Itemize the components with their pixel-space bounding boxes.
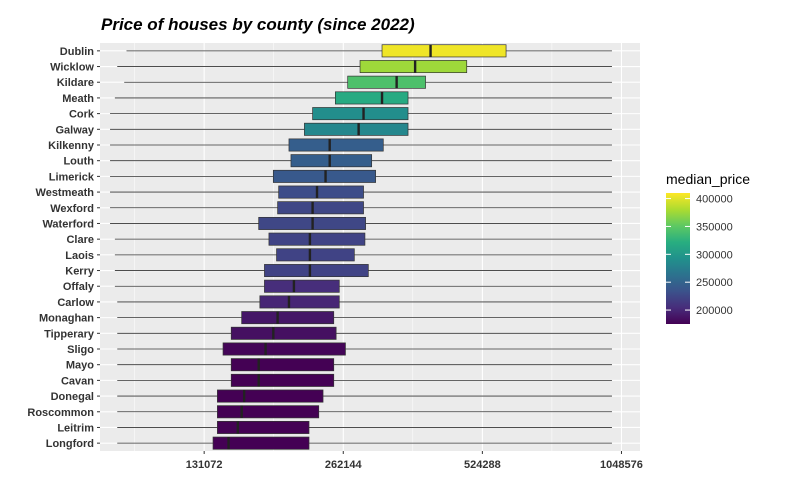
iqr-box: [278, 185, 364, 199]
y-tick-label: Wexford: [50, 203, 94, 215]
iqr-box: [217, 405, 320, 419]
iqr-box: [334, 91, 409, 105]
y-tick-label: Offaly: [63, 281, 95, 293]
iqr-box: [277, 201, 364, 215]
legend-tick-label: 350000: [696, 221, 733, 233]
iqr-box: [312, 107, 409, 121]
box-galway: [110, 122, 612, 136]
box-meath: [114, 91, 612, 105]
y-tick-label: Wicklow: [50, 62, 94, 74]
box-kerry: [114, 264, 612, 278]
y-tick-label: Clare: [66, 234, 94, 246]
iqr-box: [222, 342, 346, 356]
box-layer: [110, 44, 612, 450]
y-tick-label: Mayo: [66, 360, 94, 372]
iqr-box: [230, 373, 335, 387]
iqr-box: [290, 154, 373, 168]
iqr-box: [304, 122, 409, 136]
box-wicklow: [117, 60, 612, 74]
y-axis: Dublin Wicklow Kildare Meath Cork Galway Kilke…: [27, 46, 100, 450]
chart-title: Price of houses by county (since 2022): [101, 15, 415, 34]
box-tipperary: [117, 326, 612, 340]
iqr-box: [212, 436, 310, 450]
box-dublin: [126, 44, 612, 58]
y-tick-label: Longford: [46, 438, 94, 450]
y-tick-label: Kildare: [57, 77, 94, 89]
x-axis: 131072 262144 524288 1048576: [186, 451, 643, 471]
box-westmeath: [110, 185, 612, 199]
y-tick-label: Meath: [62, 93, 94, 105]
box-waterford: [110, 216, 612, 230]
box-donegal: [117, 389, 612, 403]
y-tick-label: Carlow: [57, 297, 94, 309]
box-monaghan: [117, 311, 612, 325]
iqr-box: [264, 264, 369, 278]
iqr-box: [264, 279, 340, 293]
x-tick-label: 262144: [325, 459, 363, 471]
box-offaly: [114, 279, 612, 293]
box-leitrim: [117, 420, 612, 434]
box-cavan: [117, 373, 612, 387]
y-tick-label: Kilkenny: [48, 140, 95, 152]
legend-tick-label: 200000: [696, 305, 733, 317]
y-tick-label: Tipperary: [44, 328, 95, 340]
box-wexford: [110, 201, 612, 215]
y-tick-label: Kerry: [65, 266, 95, 278]
legend-tick-label: 400000: [696, 194, 733, 206]
legend-tick-label: 300000: [696, 249, 733, 261]
y-tick-label: Laois: [65, 250, 94, 262]
y-tick-label: Monaghan: [39, 313, 94, 325]
x-tick-label: 524288: [464, 459, 501, 471]
iqr-box: [217, 420, 310, 434]
box-longford: [117, 436, 612, 450]
x-tick-label: 1048576: [600, 459, 643, 471]
box-roscommon: [117, 405, 612, 419]
box-sligo: [117, 342, 612, 356]
iqr-box: [230, 326, 337, 340]
box-carlow: [117, 295, 612, 309]
iqr-box: [288, 138, 384, 152]
y-tick-label: Cavan: [61, 375, 94, 387]
y-tick-label: Louth: [63, 156, 94, 168]
box-clare: [114, 232, 612, 246]
box-kilkenny: [110, 138, 612, 152]
iqr-box: [276, 248, 355, 262]
y-tick-label: Roscommon: [27, 407, 94, 419]
y-tick-label: Donegal: [51, 391, 94, 403]
box-louth: [110, 154, 612, 168]
x-tick-label: 131072: [186, 459, 223, 471]
iqr-box: [230, 358, 335, 372]
iqr-box: [268, 232, 366, 246]
y-tick-label: Galway: [55, 124, 94, 136]
box-laois: [114, 248, 612, 262]
iqr-box: [347, 75, 426, 89]
legend-ticks: 200000 250000 300000 350000 400000: [666, 194, 733, 317]
y-tick-label: Limerick: [49, 171, 95, 183]
iqr-box: [241, 311, 335, 325]
legend-tick-label: 250000: [696, 277, 733, 289]
y-tick-label: Leitrim: [57, 422, 94, 434]
iqr-box: [381, 44, 507, 58]
legend: median_price 200000 250000 300000 350000 400…: [666, 171, 750, 324]
y-tick-label: Waterford: [42, 218, 94, 230]
y-tick-label: Cork: [69, 109, 95, 121]
legend-colorbar: [666, 193, 690, 324]
iqr-box: [217, 389, 324, 403]
y-tick-label: Sligo: [67, 344, 94, 356]
iqr-box: [259, 295, 340, 309]
y-tick-label: Westmeath: [36, 187, 95, 199]
legend-title: median_price: [666, 171, 750, 187]
iqr-box: [359, 60, 468, 74]
y-tick-label: Dublin: [60, 46, 94, 58]
box-limerick: [110, 169, 612, 183]
box-mayo: [117, 358, 612, 372]
box-kildare: [124, 75, 612, 89]
box-cork: [110, 107, 612, 121]
